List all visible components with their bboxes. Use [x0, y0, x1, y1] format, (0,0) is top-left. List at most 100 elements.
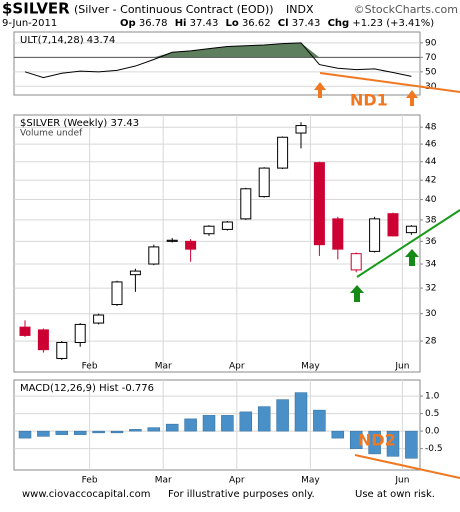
candle-body [74, 323, 86, 343]
y-tick-label: 36 [425, 237, 437, 247]
quote-label: Lo [226, 18, 239, 29]
macd-bar [294, 392, 308, 432]
macd-bar [147, 427, 161, 432]
candle-body [129, 270, 141, 276]
y-tick-label: 46 [425, 140, 437, 150]
quote-value: 36.62 [242, 18, 271, 29]
x-tick-label: Jun [394, 362, 409, 372]
candle-body [369, 218, 381, 252]
y-tick-label: 48 [425, 123, 437, 133]
quote-label: Chg [328, 18, 350, 29]
macd-bar [257, 406, 271, 432]
candle-body [240, 188, 252, 220]
exchange: INDX [286, 3, 314, 16]
macd-bar [110, 430, 124, 434]
quote: Op 36.78 Hi 37.43 Lo 36.62 Cl 37.43 Chg … [120, 18, 434, 29]
x-tick-label: Mar [155, 362, 172, 372]
y-tick-label: 0.0 [425, 427, 440, 437]
legend: MACD(12,26,9) Hist -0.776 [20, 383, 154, 394]
quote-value: 37.43 [190, 18, 219, 29]
x-tick-label: May [301, 362, 320, 372]
x-tick-label: Mar [155, 476, 172, 486]
x-tick-label: Jun [394, 476, 409, 486]
y-tick-label: 70 [425, 53, 437, 63]
overbought-fill [25, 42, 412, 58]
macd-bar [276, 399, 289, 432]
y-tick-label: -0.5 [425, 444, 443, 454]
y-tick-label: 90 [425, 38, 437, 48]
macd-bar [405, 430, 418, 459]
y-tick-label: 38 [425, 215, 437, 225]
x-tick-label: May [301, 476, 320, 486]
macd-bar [202, 415, 216, 432]
y-tick-label: 1.0 [425, 392, 440, 402]
x-tick-label: Feb [82, 362, 98, 372]
y-tick-label: 44 [425, 157, 437, 167]
y-tick-label: 30 [425, 309, 437, 319]
legend: Volume undef [20, 129, 83, 139]
macd-bar [221, 415, 234, 432]
candle-body [387, 213, 399, 237]
y-tick-label: 42 [425, 176, 436, 186]
candle-body [111, 281, 123, 306]
symbol: $SILVER [2, 0, 70, 18]
candle-body [185, 240, 197, 250]
annotation: ND2 [358, 431, 396, 450]
date: 9-Jun-2011 [2, 18, 57, 29]
y-tick-label: 32 [425, 284, 436, 294]
panel-frame [13, 31, 421, 96]
quote-value: 36.78 [139, 18, 168, 29]
y-tick-label: 34 [425, 260, 437, 270]
divergence-line [354, 454, 460, 479]
y-tick-label: 40 [425, 195, 437, 205]
macd-bar [386, 430, 400, 457]
candle-body [295, 125, 307, 134]
macd-bar [368, 430, 381, 455]
arrow-up [314, 82, 326, 98]
macd-bar [331, 430, 345, 439]
arrow-up [350, 285, 364, 302]
candle-body [258, 167, 270, 198]
quote-label: Op [120, 18, 136, 29]
candle-body [93, 314, 105, 324]
macd-bar [92, 430, 105, 434]
x-tick-label: Feb [82, 476, 98, 486]
trend-line [356, 209, 460, 278]
legend: $SILVER (Weekly) 37.43 [20, 118, 139, 129]
candle-body [148, 246, 160, 265]
quote-value: +1.23 (+3.41%) [352, 18, 434, 29]
x-tick-label: Apr [229, 476, 245, 486]
macd-bar [129, 429, 142, 432]
candle-body [277, 136, 289, 169]
footer-risk: Use at own risk. [355, 489, 435, 500]
panel-frame [13, 114, 421, 373]
footer-disclaimer: For illustrative purposes only. [168, 489, 315, 500]
candle-body [19, 326, 31, 336]
arrow-up [405, 249, 419, 266]
quote-value: 37.43 [292, 18, 321, 29]
macd-bar [165, 423, 179, 432]
divergence-line [319, 72, 460, 93]
y-tick-label: 28 [425, 337, 437, 347]
x-tick-label: Apr [229, 362, 245, 372]
candle-body [166, 239, 178, 242]
candle-body [203, 225, 215, 235]
macd-bar [37, 430, 50, 437]
macd-bar [73, 430, 87, 435]
candle-body [332, 218, 344, 250]
y-tick-label: 50 [425, 67, 437, 77]
macd-bar [55, 430, 69, 435]
plots: 30 50 70 90 ULT(7,14,28) 43.74 28 30 32 34 36 38 40… [13, 31, 443, 486]
ult-line [24, 42, 412, 79]
y-tick-label: 0.5 [425, 409, 439, 419]
footer-website: www.ciovaccocapital.com [22, 489, 150, 500]
annotation: ND1 [350, 91, 388, 110]
macd-bar [313, 409, 326, 432]
arrow-up [406, 90, 418, 106]
macd-bar [239, 411, 253, 432]
legend: ULT(7,14,28) 43.74 [20, 35, 115, 46]
candle-body [350, 253, 362, 271]
panel-frame [13, 379, 421, 471]
description: (Silver - Continuous Contract (EOD)) [74, 3, 274, 16]
